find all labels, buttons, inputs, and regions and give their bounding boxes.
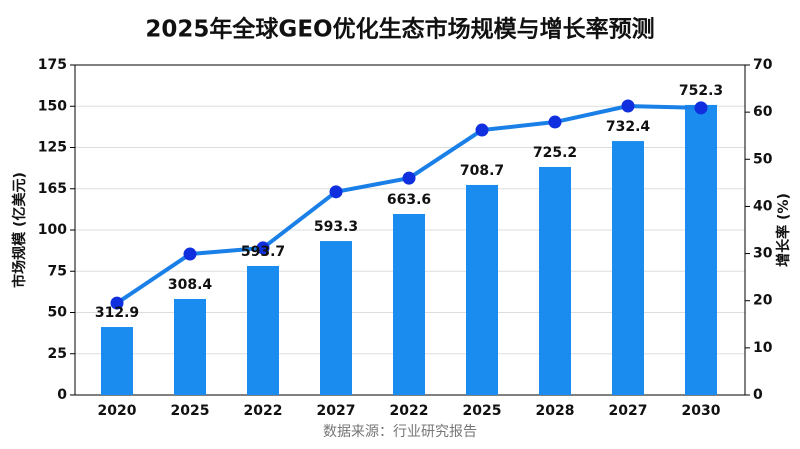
x-tick-label: 2022 xyxy=(390,403,429,419)
y2-tick-label: 10 xyxy=(753,340,773,356)
bar xyxy=(612,141,644,395)
y2-tick-label: 70 xyxy=(753,57,773,73)
line-point xyxy=(256,241,270,255)
y-tick-label: 100 xyxy=(38,222,67,238)
chart-title: 2025年全球GEO优化生态市场规模与增长率预测 xyxy=(145,16,654,43)
line-point xyxy=(402,171,416,185)
y2-tick-label: 0 xyxy=(753,387,763,403)
bar-label: 593.7 xyxy=(241,244,285,260)
line-point xyxy=(694,101,708,115)
line-point xyxy=(110,296,124,310)
bar xyxy=(685,104,717,396)
line-point xyxy=(329,185,343,199)
bar xyxy=(466,184,498,395)
bar-label: 752.3 xyxy=(679,83,723,99)
source-note: 数据来源：行业研究报告 xyxy=(323,424,477,440)
x-tick-label: 2028 xyxy=(536,403,575,419)
x-tick-label: 2025 xyxy=(171,403,210,419)
y-axis-label: 市场规模 (亿美元) xyxy=(11,172,28,288)
y2-tick-label: 30 xyxy=(753,246,773,262)
bar-label: 725.2 xyxy=(533,145,577,161)
y-tick-label: 25 xyxy=(48,346,67,362)
bar xyxy=(320,241,352,395)
y-tick-label: 0 xyxy=(57,387,67,403)
bar xyxy=(539,166,571,395)
x-tick-label: 2022 xyxy=(244,403,283,419)
bar-label: 663.6 xyxy=(387,192,431,208)
line-point xyxy=(183,247,197,261)
y2-tick-label: 60 xyxy=(753,104,773,120)
x-tick-label: 2030 xyxy=(682,403,721,419)
y-tick-label: 50 xyxy=(48,305,68,321)
x-tick-label: 2020 xyxy=(98,403,137,419)
bar-label: 308.4 xyxy=(168,277,213,293)
line-point xyxy=(475,123,489,137)
y-tick-label: 125 xyxy=(38,140,67,156)
bar-label: 732.4 xyxy=(606,119,651,135)
line-point xyxy=(548,115,562,129)
x-tick-label: 2025 xyxy=(463,403,502,419)
bar-label: 708.7 xyxy=(460,163,504,179)
y2-tick-label: 50 xyxy=(753,151,773,167)
bar-label: 312.9 xyxy=(95,305,139,321)
y-tick-label: 165 xyxy=(38,181,67,197)
y2-tick-label: 40 xyxy=(753,198,773,214)
y-tick-label: 175 xyxy=(38,57,67,73)
y2-tick-label: 20 xyxy=(753,293,773,309)
bar xyxy=(247,265,279,395)
bar-label: 593.3 xyxy=(314,219,358,235)
bar xyxy=(393,213,425,395)
bar xyxy=(174,298,206,395)
bar xyxy=(101,327,133,395)
y2-axis-label: 增长率 (%) xyxy=(775,193,792,267)
x-tick-label: 2027 xyxy=(609,403,648,419)
x-tick-label: 2027 xyxy=(317,403,356,419)
y-tick-label: 150 xyxy=(38,98,67,114)
y-tick-label: 75 xyxy=(48,263,67,279)
line-point xyxy=(621,99,635,113)
